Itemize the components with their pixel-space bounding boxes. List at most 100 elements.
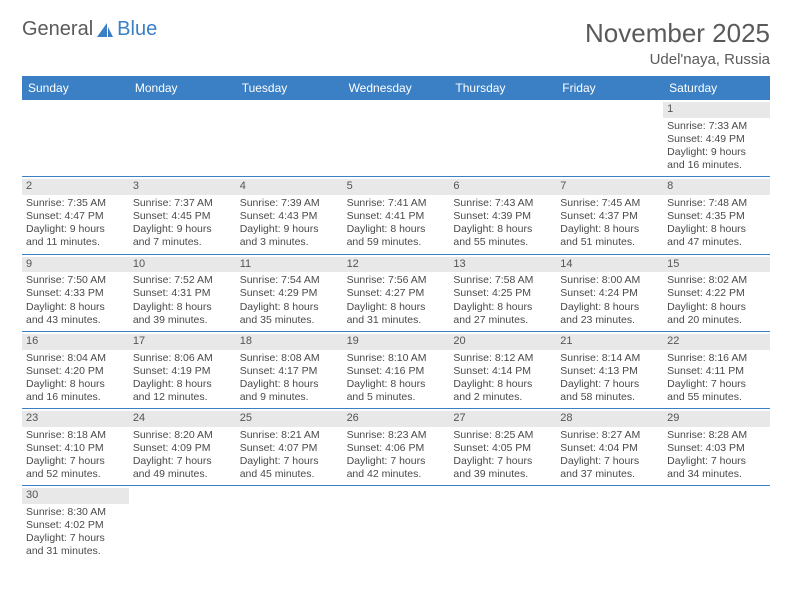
weekday-label: Saturday xyxy=(663,76,770,100)
daylight-text: and 12 minutes. xyxy=(133,391,232,404)
day-number: 16 xyxy=(22,334,129,350)
empty-cell xyxy=(129,486,236,562)
weekday-label: Wednesday xyxy=(343,76,450,100)
sunset-text: Sunset: 4:16 PM xyxy=(347,365,446,378)
day-number: 6 xyxy=(449,179,556,195)
day-cell: 26Sunrise: 8:23 AMSunset: 4:06 PMDayligh… xyxy=(343,409,450,485)
sunrise-text: Sunrise: 7:33 AM xyxy=(667,120,766,133)
empty-cell xyxy=(663,486,770,562)
day-cell: 21Sunrise: 8:14 AMSunset: 4:13 PMDayligh… xyxy=(556,332,663,408)
weekday-label: Friday xyxy=(556,76,663,100)
day-cell: 16Sunrise: 8:04 AMSunset: 4:20 PMDayligh… xyxy=(22,332,129,408)
week-row: 23Sunrise: 8:18 AMSunset: 4:10 PMDayligh… xyxy=(22,409,770,486)
week-row: 30Sunrise: 8:30 AMSunset: 4:02 PMDayligh… xyxy=(22,486,770,562)
day-number: 5 xyxy=(343,179,450,195)
sunset-text: Sunset: 4:07 PM xyxy=(240,442,339,455)
daylight-text: and 31 minutes. xyxy=(347,314,446,327)
day-cell: 24Sunrise: 8:20 AMSunset: 4:09 PMDayligh… xyxy=(129,409,236,485)
empty-cell xyxy=(449,100,556,176)
calendar: Sunday Monday Tuesday Wednesday Thursday… xyxy=(22,76,770,563)
sunrise-text: Sunrise: 8:04 AM xyxy=(26,352,125,365)
day-number: 14 xyxy=(556,257,663,273)
day-cell: 22Sunrise: 8:16 AMSunset: 4:11 PMDayligh… xyxy=(663,332,770,408)
daylight-text: and 31 minutes. xyxy=(26,545,125,558)
sunrise-text: Sunrise: 7:45 AM xyxy=(560,197,659,210)
day-number: 12 xyxy=(343,257,450,273)
daylight-text: and 35 minutes. xyxy=(240,314,339,327)
day-number: 19 xyxy=(343,334,450,350)
sunset-text: Sunset: 4:31 PM xyxy=(133,287,232,300)
day-cell: 6 Sunrise: 7:43 AMSunset: 4:39 PMDaylight… xyxy=(449,177,556,253)
sunset-text: Sunset: 4:43 PM xyxy=(240,210,339,223)
sunset-text: Sunset: 4:47 PM xyxy=(26,210,125,223)
sunset-text: Sunset: 4:39 PM xyxy=(453,210,552,223)
daylight-text: Daylight: 8 hours xyxy=(453,378,552,391)
weekday-label: Monday xyxy=(129,76,236,100)
sunrise-text: Sunrise: 7:54 AM xyxy=(240,274,339,287)
daylight-text: Daylight: 8 hours xyxy=(667,301,766,314)
sunrise-text: Sunrise: 7:37 AM xyxy=(133,197,232,210)
daylight-text: Daylight: 7 hours xyxy=(560,378,659,391)
daylight-text: and 59 minutes. xyxy=(347,236,446,249)
daylight-text: Daylight: 7 hours xyxy=(667,378,766,391)
day-cell: 5Sunrise: 7:41 AMSunset: 4:41 PMDaylight… xyxy=(343,177,450,253)
sunset-text: Sunset: 4:09 PM xyxy=(133,442,232,455)
day-cell: 7Sunrise: 7:45 AMSunset: 4:37 PMDaylight… xyxy=(556,177,663,253)
daylight-text: Daylight: 8 hours xyxy=(26,301,125,314)
sunset-text: Sunset: 4:22 PM xyxy=(667,287,766,300)
day-number: 1 xyxy=(663,102,770,118)
day-number: 21 xyxy=(556,334,663,350)
calendar-page: General Blue November 2025 Udel'naya, Ru… xyxy=(0,0,792,581)
day-cell: 27Sunrise: 8:25 AMSunset: 4:05 PMDayligh… xyxy=(449,409,556,485)
daylight-text: Daylight: 8 hours xyxy=(133,301,232,314)
daylight-text: and 34 minutes. xyxy=(667,468,766,481)
weekday-header: Sunday Monday Tuesday Wednesday Thursday… xyxy=(22,76,770,100)
daylight-text: Daylight: 9 hours xyxy=(26,223,125,236)
daylight-text: and 55 minutes. xyxy=(667,391,766,404)
sunrise-text: Sunrise: 8:27 AM xyxy=(560,429,659,442)
empty-cell xyxy=(449,486,556,562)
empty-cell xyxy=(129,100,236,176)
weekday-label: Thursday xyxy=(449,76,556,100)
day-number: 25 xyxy=(236,411,343,427)
sunset-text: Sunset: 4:20 PM xyxy=(26,365,125,378)
logo: General Blue xyxy=(22,18,157,41)
daylight-text: and 7 minutes. xyxy=(133,236,232,249)
sunset-text: Sunset: 4:04 PM xyxy=(560,442,659,455)
sunrise-text: Sunrise: 7:43 AM xyxy=(453,197,552,210)
daylight-text: Daylight: 9 hours xyxy=(240,223,339,236)
weekday-label: Sunday xyxy=(22,76,129,100)
daylight-text: Daylight: 8 hours xyxy=(240,301,339,314)
sunrise-text: Sunrise: 8:06 AM xyxy=(133,352,232,365)
sunset-text: Sunset: 4:03 PM xyxy=(667,442,766,455)
day-cell: 10Sunrise: 7:52 AMSunset: 4:31 PMDayligh… xyxy=(129,255,236,331)
page-subtitle: Udel'naya, Russia xyxy=(585,51,770,68)
empty-cell xyxy=(343,486,450,562)
sunrise-text: Sunrise: 8:00 AM xyxy=(560,274,659,287)
day-number: 13 xyxy=(449,257,556,273)
day-cell: 14Sunrise: 8:00 AMSunset: 4:24 PMDayligh… xyxy=(556,255,663,331)
day-cell: 17Sunrise: 8:06 AMSunset: 4:19 PMDayligh… xyxy=(129,332,236,408)
sunrise-text: Sunrise: 8:16 AM xyxy=(667,352,766,365)
title-block: November 2025 Udel'naya, Russia xyxy=(585,18,770,68)
week-row: 1Sunrise: 7:33 AMSunset: 4:49 PMDaylight… xyxy=(22,100,770,177)
empty-cell xyxy=(343,100,450,176)
day-cell: 25Sunrise: 8:21 AMSunset: 4:07 PMDayligh… xyxy=(236,409,343,485)
daylight-text: Daylight: 8 hours xyxy=(240,378,339,391)
sunset-text: Sunset: 4:35 PM xyxy=(667,210,766,223)
logo-text-2: Blue xyxy=(117,18,157,41)
day-number: 15 xyxy=(663,257,770,273)
daylight-text: and 52 minutes. xyxy=(26,468,125,481)
daylight-text: and 23 minutes. xyxy=(560,314,659,327)
empty-cell xyxy=(556,486,663,562)
daylight-text: and 51 minutes. xyxy=(560,236,659,249)
empty-cell xyxy=(236,100,343,176)
sunset-text: Sunset: 4:27 PM xyxy=(347,287,446,300)
logo-sail-icon xyxy=(95,21,115,39)
day-number: 28 xyxy=(556,411,663,427)
day-number: 17 xyxy=(129,334,236,350)
sunrise-text: Sunrise: 7:52 AM xyxy=(133,274,232,287)
daylight-text: Daylight: 8 hours xyxy=(347,378,446,391)
daylight-text: Daylight: 8 hours xyxy=(453,223,552,236)
daylight-text: and 16 minutes. xyxy=(667,159,766,172)
